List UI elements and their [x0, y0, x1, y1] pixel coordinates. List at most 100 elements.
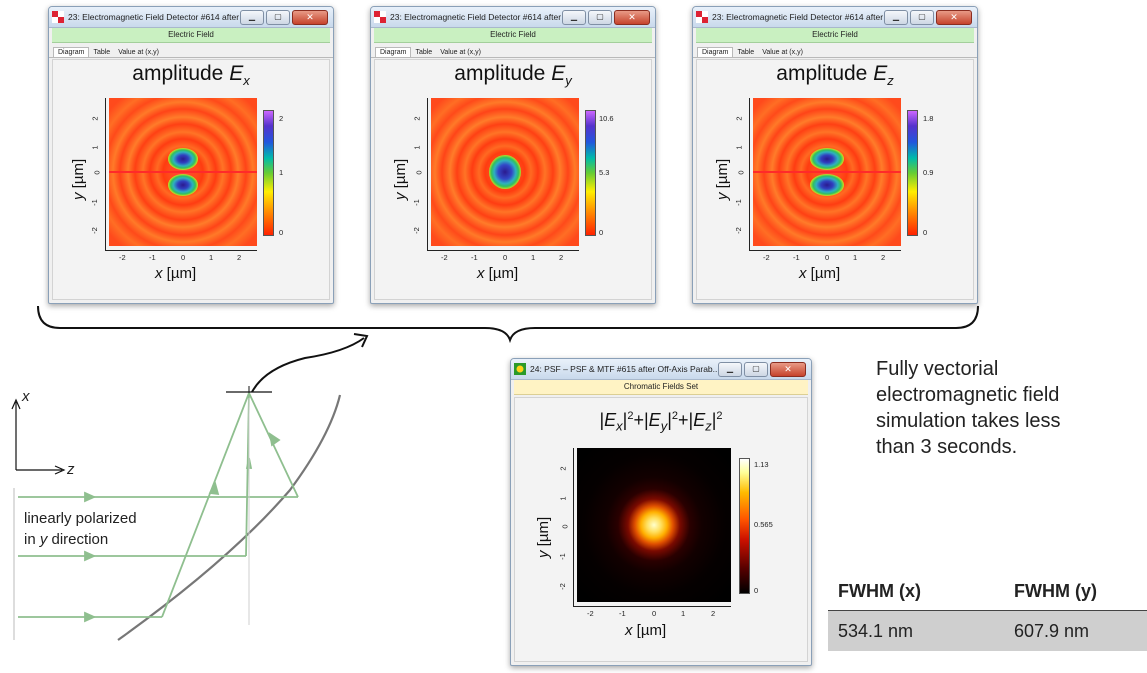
- tab-diagram[interactable]: Diagram: [375, 47, 412, 57]
- x-tick: 2: [237, 253, 242, 262]
- y-tick: 1: [558, 496, 568, 501]
- x-tick: 2: [559, 253, 564, 262]
- colorbar-mid: 1: [279, 168, 284, 177]
- diagram-panel[interactable]: |Ex|2+|Ey|2+|Ez|2 1.13 0.565 0 -2 -1 0 1…: [514, 397, 808, 662]
- colorbar-min: 0: [599, 228, 604, 237]
- minimize-icon: ▁: [570, 12, 578, 21]
- colorbar: [739, 458, 750, 594]
- upper-lobe: [810, 148, 844, 170]
- colorbar: [907, 110, 918, 236]
- colorbar: [585, 110, 596, 236]
- x-tick: -2: [587, 609, 594, 618]
- y-axis: [573, 448, 574, 607]
- x-tick: 0: [503, 253, 508, 262]
- x-tick: 1: [681, 609, 686, 618]
- x-axis-label: x [µm]: [155, 265, 197, 282]
- minimize-button[interactable]: ▁: [718, 361, 742, 377]
- x-axis-label: x [µm]: [625, 622, 667, 639]
- titlebar[interactable]: 23: Electromagnetic Field Detector #614 …: [693, 7, 977, 28]
- x-axis-label: x [µm]: [477, 265, 519, 282]
- x-axis: [427, 250, 579, 251]
- x-tick: -1: [149, 253, 156, 262]
- maximize-icon: ▢: [274, 12, 282, 21]
- window-psf[interactable]: 24: PSF – PSF & MTF #615 after Off-Axis …: [510, 358, 812, 666]
- polarization-label: linearly polarized in y direction: [24, 508, 137, 550]
- app-icon: [514, 363, 526, 375]
- window-title: 24: PSF – PSF & MTF #615 after Off-Axis …: [530, 364, 718, 374]
- arrow-head: [353, 333, 369, 348]
- x-tick: -2: [763, 253, 770, 262]
- app-icon: [696, 11, 708, 23]
- x-tick: -2: [119, 253, 126, 262]
- minimize-icon: ▁: [726, 364, 734, 373]
- maximize-button[interactable]: ▢: [744, 361, 768, 377]
- x-axis-label: x [µm]: [799, 265, 841, 282]
- diagram-panel[interactable]: amplitude Ez 1.8 0.9 0 -2 -1 0 1 2 2 1 0…: [696, 59, 974, 300]
- tab-value-at[interactable]: Value at (x,y): [440, 49, 481, 56]
- connector-arrow: [251, 337, 365, 393]
- psf-heatmap[interactable]: [577, 448, 731, 602]
- tab-bar: Diagram Table Value at (x,y): [693, 44, 977, 58]
- titlebar[interactable]: 23: Electromagnetic Field Detector #614 …: [371, 7, 655, 28]
- x-tick: 2: [881, 253, 886, 262]
- lower-lobe: [168, 174, 198, 196]
- close-button[interactable]: ✕: [936, 9, 972, 25]
- x-tick: 0: [825, 253, 830, 262]
- heatmap-ex[interactable]: [109, 98, 257, 246]
- grouping-brace: [37, 305, 979, 344]
- tab-value-at[interactable]: Value at (x,y): [762, 49, 803, 56]
- tab-table[interactable]: Table: [93, 49, 111, 56]
- y-axis: [427, 98, 428, 251]
- colorbar-mid: 5.3: [599, 168, 610, 177]
- incident-rays: [18, 392, 299, 623]
- tab-value-at[interactable]: Value at (x,y): [118, 49, 159, 56]
- maximize-icon: ▢: [918, 12, 926, 21]
- tab-table[interactable]: Table: [415, 49, 433, 56]
- colorbar-max: 2: [279, 114, 284, 123]
- colorbar-min: 0: [754, 586, 759, 595]
- heatmap-ez[interactable]: [753, 98, 901, 246]
- x-tick: 0: [652, 609, 657, 618]
- mirror-surface: [117, 394, 342, 641]
- x-axis: [749, 250, 901, 251]
- diagram-panel[interactable]: amplitude Ey 10.6 5.3 0 -2 -1 0 1 2 2 1 …: [374, 59, 652, 300]
- tab-diagram[interactable]: Diagram: [697, 47, 734, 57]
- zero-line: [753, 171, 901, 173]
- maximize-button[interactable]: ▢: [266, 9, 290, 25]
- window-subtitle: Electric Field: [696, 28, 974, 43]
- close-button[interactable]: ✕: [614, 9, 650, 25]
- x-tick: -1: [619, 609, 626, 618]
- upper-lobe: [168, 148, 198, 170]
- x-tick: 1: [209, 253, 214, 262]
- tab-bar: Diagram Table Value at (x,y): [49, 44, 333, 58]
- app-icon: [52, 11, 64, 23]
- y-axis: [749, 98, 750, 251]
- diagram-panel[interactable]: amplitude Ex 2 1 0 -2 -1 0 1 2 2 1 0 -1 …: [52, 59, 330, 300]
- x-axis: [105, 250, 257, 251]
- tab-table[interactable]: Table: [737, 49, 755, 56]
- window-ey-detector[interactable]: 23: Electromagnetic Field Detector #614 …: [370, 6, 656, 304]
- minimize-button[interactable]: ▁: [884, 9, 908, 25]
- minimize-button[interactable]: ▁: [240, 9, 264, 25]
- heatmap-ey[interactable]: [431, 98, 579, 246]
- window-ex-detector[interactable]: 23: Electromagnetic Field Detector #614 …: [48, 6, 334, 304]
- zero-line: [109, 171, 257, 173]
- x-tick: 1: [531, 253, 536, 262]
- tab-diagram[interactable]: Diagram: [53, 47, 90, 57]
- minimize-button[interactable]: ▁: [562, 9, 586, 25]
- tab-bar: Diagram Table Value at (x,y): [371, 44, 655, 58]
- y-tick: 2: [558, 466, 568, 471]
- y-tick: 0: [560, 524, 570, 529]
- maximize-button[interactable]: ▢: [910, 9, 934, 25]
- table-header: FWHM (y): [1004, 572, 1147, 611]
- maximize-button[interactable]: ▢: [588, 9, 612, 25]
- y-axis: [105, 98, 106, 251]
- window-ez-detector[interactable]: 23: Electromagnetic Field Detector #614 …: [692, 6, 978, 304]
- table-row: 534.1 nm 607.9 nm: [828, 610, 1147, 651]
- close-button[interactable]: ✕: [770, 361, 806, 377]
- titlebar[interactable]: 23: Electromagnetic Field Detector #614 …: [49, 7, 333, 28]
- titlebar[interactable]: 24: PSF – PSF & MTF #615 after Off-Axis …: [511, 359, 811, 380]
- coord-axis-z-label: z: [67, 461, 75, 478]
- close-button[interactable]: ✕: [292, 9, 328, 25]
